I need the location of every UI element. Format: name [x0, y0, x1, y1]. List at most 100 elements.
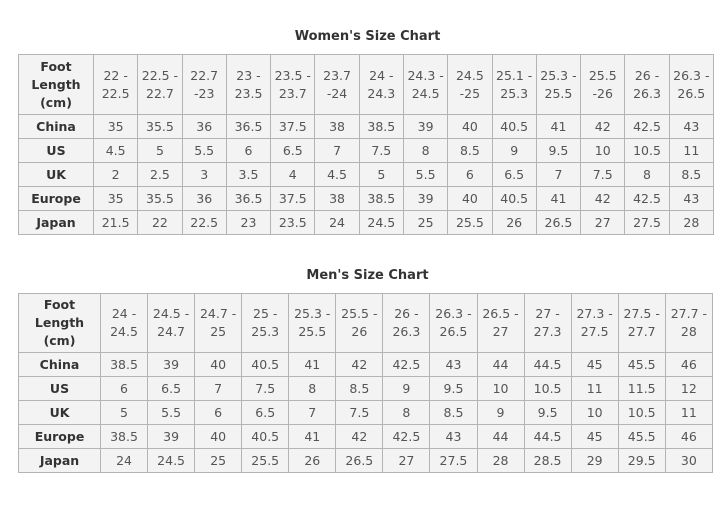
size-cell: 36 [181, 186, 227, 211]
womens-chart-title: Women's Size Chart [294, 29, 441, 44]
row-label: Japan [18, 448, 101, 473]
size-cell: 10.5 [624, 138, 670, 163]
foot-length-header: Foot Length (cm) [18, 54, 94, 115]
size-cell: 24.5 [147, 448, 196, 473]
size-cell: 25 [402, 210, 449, 235]
size-cell: 9 [476, 400, 525, 425]
foot-length-cell: 27.5 - 27.7 [617, 293, 666, 353]
size-cell: 38.5 [358, 186, 404, 211]
size-cell: 2 [92, 162, 139, 187]
size-cell: 45 [570, 352, 619, 377]
table-row-china: China 38.5 39 40 40.5 41 42 42.5 43 44 44.5 45 45.5 4… [18, 352, 714, 377]
size-cell: 7 [288, 400, 337, 425]
size-cell: 41 [288, 352, 337, 377]
row-label: China [18, 352, 101, 377]
foot-length-cell: 26.5 - 27 [476, 293, 525, 353]
size-cell: 40 [194, 352, 243, 377]
size-cell: 7.5 [335, 400, 384, 425]
size-cell: 22 [137, 210, 183, 235]
size-cell: 35 [92, 114, 139, 139]
size-cell: 42.5 [624, 186, 670, 211]
size-cell: 8.5 [429, 400, 478, 425]
size-cell: 8 [288, 376, 337, 401]
size-cell: 38.5 [99, 424, 149, 449]
size-cell: 38 [314, 186, 360, 211]
size-cell: 7 [314, 138, 360, 163]
size-cell: 29.5 [617, 448, 666, 473]
foot-length-cell: 27 - 27.3 [523, 293, 572, 353]
size-cell: 46 [664, 424, 714, 449]
size-cell: 5 [137, 138, 183, 163]
foot-length-cell: 24.5 -25 [447, 54, 493, 115]
table-row-japan: Japan 21.5 22 22.5 23 23.5 24 24.5 25 25.5 26 26.5 2… [18, 210, 715, 235]
foot-length-cell: 26.3 - 26.5 [668, 54, 715, 115]
size-cell: 37.5 [270, 186, 316, 211]
size-cell: 11 [668, 138, 715, 163]
row-label: US [18, 138, 94, 163]
header-row: Foot Length (cm) 24 - 24.5 24.5 - 24.7 24.7… [18, 293, 714, 353]
size-cell: 44.5 [523, 352, 572, 377]
size-cell: 12 [664, 376, 714, 401]
size-cell: 38.5 [358, 114, 404, 139]
mens-size-table: Foot Length (cm) 24 - 24.5 24.5 - 24.7 24.7… [18, 293, 714, 473]
size-cell: 41 [535, 186, 582, 211]
size-cell: 7.5 [358, 138, 404, 163]
size-cell: 4 [270, 162, 316, 187]
foot-length-cell: 26.3 - 26.5 [429, 293, 478, 353]
size-cell: 44.5 [523, 424, 572, 449]
size-cell: 28 [476, 448, 525, 473]
size-cell: 40.5 [491, 186, 537, 211]
size-cell: 38.5 [99, 352, 149, 377]
foot-length-header: Foot Length (cm) [18, 293, 101, 353]
size-cell: 45.5 [617, 424, 666, 449]
size-cell: 6.5 [241, 400, 290, 425]
size-cell: 37.5 [270, 114, 316, 139]
size-cell: 9.5 [523, 400, 572, 425]
header-row: Foot Length (cm) 22 - 22.5 22.5 - 22.7 22.7… [18, 54, 715, 115]
size-cell: 8.5 [668, 162, 715, 187]
table-row-uk: UK 5 5.5 6 6.5 7 7.5 8 8.5 9 9.5 10 10.5 11 [18, 400, 714, 425]
foot-length-cell: 24.7 - 25 [194, 293, 243, 353]
size-cell: 6.5 [491, 162, 537, 187]
size-cell: 28.5 [523, 448, 572, 473]
size-cell: 44 [476, 352, 525, 377]
foot-length-cell: 25.3 - 25.5 [288, 293, 337, 353]
size-cell: 28 [668, 210, 715, 235]
foot-length-cell: 23.7 -24 [314, 54, 360, 115]
foot-length-cell: 24 - 24.3 [358, 54, 404, 115]
size-cell: 9.5 [429, 376, 478, 401]
row-label: Europe [18, 186, 94, 211]
size-cell: 39 [402, 114, 449, 139]
foot-length-cell: 24.5 - 24.7 [147, 293, 196, 353]
foot-length-cell: 26 - 26.3 [624, 54, 670, 115]
size-cell: 35.5 [137, 114, 183, 139]
size-cell: 10.5 [523, 376, 572, 401]
table-row-europe: Europe 38.5 39 40 40.5 41 42 42.5 43 44 44.5 45 45.5… [18, 424, 714, 449]
size-cell: 38 [314, 114, 360, 139]
foot-length-cell: 27.7 - 28 [664, 293, 714, 353]
row-label: Japan [18, 210, 94, 235]
foot-length-cell: 22.5 - 22.7 [137, 54, 183, 115]
size-cell: 2.5 [137, 162, 183, 187]
size-cell: 42.5 [624, 114, 670, 139]
foot-length-cell: 22 - 22.5 [92, 54, 139, 115]
size-cell: 46 [664, 352, 714, 377]
table-row-us: US 4.5 5 5.5 6 6.5 7 7.5 8 8.5 9 9.5 10 10.5 11 [18, 138, 715, 163]
foot-length-cell: 25 - 25.3 [241, 293, 290, 353]
size-cell: 5 [99, 400, 149, 425]
size-cell: 10.5 [617, 400, 666, 425]
size-cell: 36.5 [225, 114, 272, 139]
size-cell: 42 [335, 424, 384, 449]
foot-length-cell: 23.5 - 23.7 [270, 54, 316, 115]
size-cell: 6 [194, 400, 243, 425]
size-cell: 30 [664, 448, 714, 473]
foot-length-cell: 23 - 23.5 [225, 54, 272, 115]
size-cell: 24.5 [358, 210, 404, 235]
size-cell: 21.5 [92, 210, 139, 235]
size-cell: 35.5 [137, 186, 183, 211]
size-cell: 6 [225, 138, 272, 163]
size-cell: 10 [570, 400, 619, 425]
size-cell: 8.5 [447, 138, 493, 163]
foot-length-cell: 22.7 -23 [181, 54, 227, 115]
size-cell: 4.5 [314, 162, 360, 187]
